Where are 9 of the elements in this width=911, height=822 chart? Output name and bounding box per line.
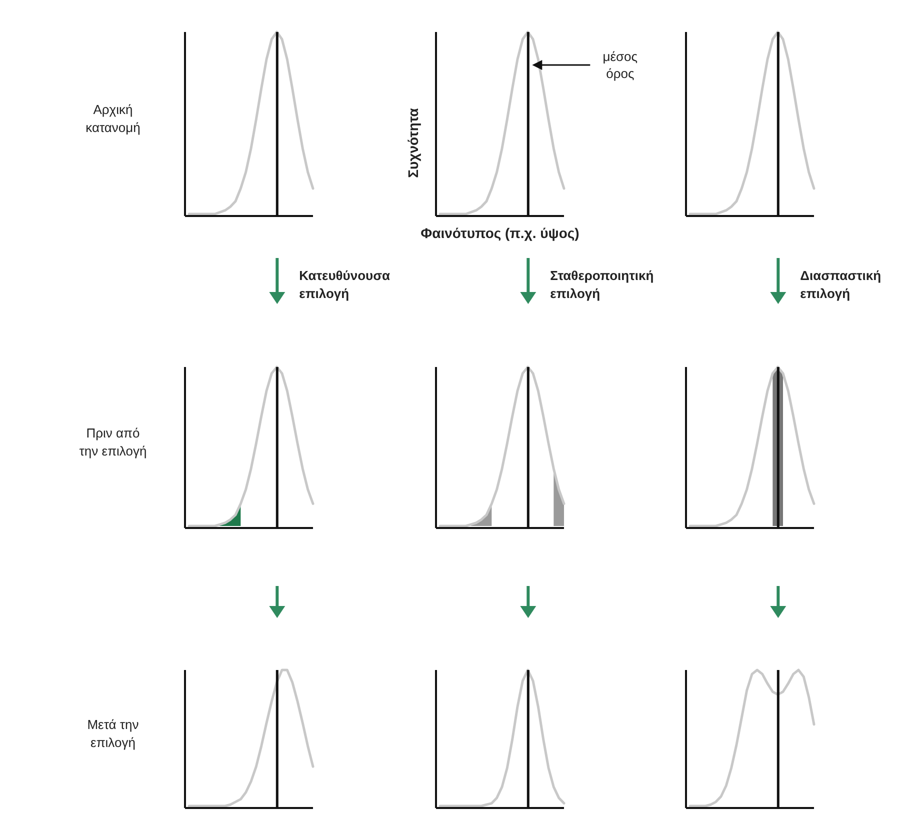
text: Αρχική κατανομή xyxy=(86,102,140,135)
text: Πριν από την επιλογή xyxy=(79,426,147,458)
text: μέσος όρος xyxy=(602,49,638,81)
text: Μετά την επιλογή xyxy=(87,717,139,750)
y-axis-title: Συχνότητα xyxy=(405,108,421,178)
text: Διασπαστική επιλογή xyxy=(800,268,882,301)
x-axis-title: Φαινότυπος (π.χ. ύψος) xyxy=(420,225,580,241)
text: Σταθεροποιητική επιλογή xyxy=(550,268,654,301)
text: Κατευθύνουσα επιλογή xyxy=(299,268,390,301)
